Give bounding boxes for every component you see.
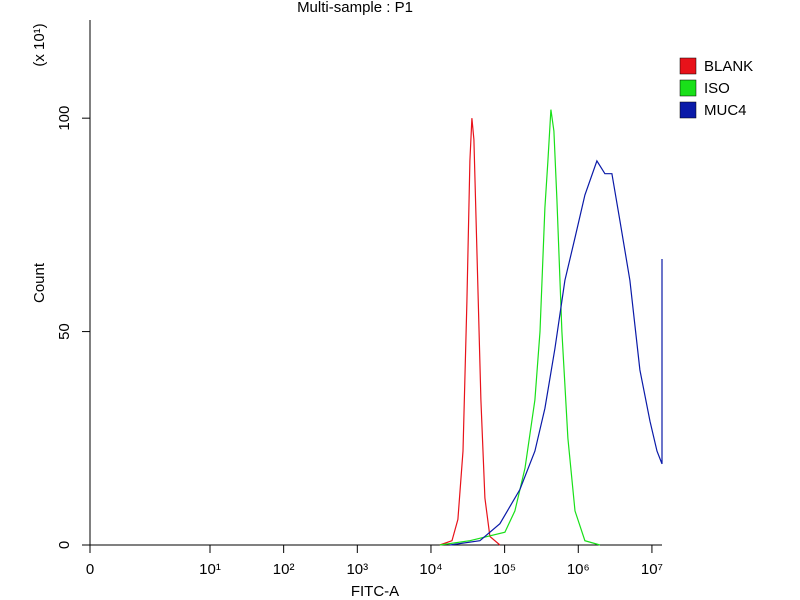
y-tick-label: 0 (56, 541, 73, 549)
x-tick-label: 10² (273, 561, 295, 578)
x-tick-label: 10⁷ (641, 561, 663, 578)
legend-swatch (679, 101, 697, 119)
y-axis-multiplier: (x 10¹) (31, 23, 48, 66)
x-axis-label: FITC-A (351, 583, 399, 600)
series-line (439, 118, 501, 546)
x-tick-label: 10⁵ (493, 561, 516, 578)
series-line (439, 109, 601, 546)
legend-label: ISO (704, 80, 730, 97)
chart-title: Multi-sample : P1 (297, 0, 413, 16)
x-tick-label: 0 (86, 561, 94, 578)
x-tick-label: 10³ (346, 561, 368, 578)
y-tick-label: 50 (56, 323, 73, 340)
x-tick-label: 10⁶ (567, 561, 590, 578)
y-axis-label: Count (31, 262, 48, 303)
series-line (449, 159, 663, 546)
legend-label: BLANK (704, 58, 753, 75)
legend-label: MUC4 (704, 102, 747, 119)
x-tick-label: 10¹ (199, 561, 221, 578)
legend-swatch (679, 57, 697, 75)
legend-swatch (679, 79, 697, 97)
x-tick-label: 10⁴ (419, 561, 442, 578)
y-tick-label: 100 (56, 106, 73, 131)
